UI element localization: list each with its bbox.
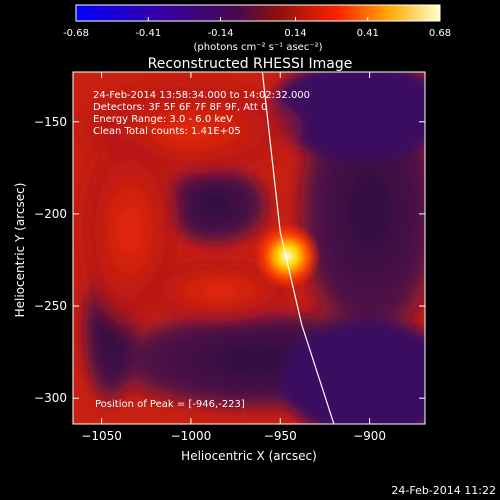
colorbar-tick-label: -0.14 <box>208 28 234 39</box>
footer-timestamp: 24-Feb-2014 11:22 <box>391 484 496 497</box>
x-tick-label: −1050 <box>81 429 122 443</box>
colorbar-tick-label: -0.41 <box>135 28 161 39</box>
colorbar-tick-label: 0.14 <box>284 28 306 39</box>
annotation-line-detectors: Detectors: 3F 5F 6F 7F 8F 9F, Att 0 <box>93 102 267 113</box>
colorbar-tick-label: 0.41 <box>357 28 379 39</box>
annotation-line-energy: Energy Range: 3.0 - 6.0 keV <box>93 114 233 125</box>
flare-core <box>253 222 322 291</box>
y-tick-label: −200 <box>34 207 67 221</box>
x-tick-label: −950 <box>264 429 297 443</box>
x-tick-label: −1000 <box>171 429 212 443</box>
annotation-line-time: 24-Feb-2014 13:58:34.000 to 14:02:32.000 <box>93 90 310 101</box>
rhessi-image <box>73 72 425 424</box>
plot-title: Reconstructed RHESSI Image <box>148 56 353 72</box>
solar-limb-line <box>261 72 335 424</box>
colorbar-units-label: (photons cm⁻² s⁻¹ asec⁻²) <box>193 42 322 53</box>
colorbar-gradient <box>75 4 441 22</box>
peak-position-text: Position of Peak = [-946,-223] <box>95 399 245 410</box>
colorbar-tick-label: -0.68 <box>63 28 89 39</box>
observation-annotation: 24-Feb-2014 13:58:34.000 to 14:02:32.000… <box>93 90 310 137</box>
colorbar-ticks: -0.68 -0.41 -0.14 0.14 0.41 0.68 <box>63 17 451 39</box>
y-axis-label: Heliocentric Y (arcsec) <box>13 183 27 318</box>
dark-region-northeast <box>270 72 425 160</box>
colorbar: -0.68 -0.41 -0.14 0.14 0.41 0.68 (photons cm⁻… <box>63 4 451 53</box>
y-tick-label: −250 <box>34 299 67 313</box>
y-tick-label: −150 <box>34 115 67 129</box>
dark-ring <box>155 160 275 250</box>
x-tick-label: −900 <box>353 429 386 443</box>
y-axis-ticks: −150 −200 −250 −300 <box>34 115 425 405</box>
dark-region-southeast <box>280 320 425 424</box>
annotation-line-clean: Clean Total counts: 1.41E+05 <box>93 126 241 137</box>
colorbar-tick-label: 0.68 <box>429 28 451 39</box>
x-axis-label: Heliocentric X (arcsec) <box>181 449 317 463</box>
y-tick-label: −300 <box>34 391 67 405</box>
x-axis-ticks: −1050 −1000 −950 −900 <box>81 72 386 443</box>
plot-frame <box>72 71 426 425</box>
